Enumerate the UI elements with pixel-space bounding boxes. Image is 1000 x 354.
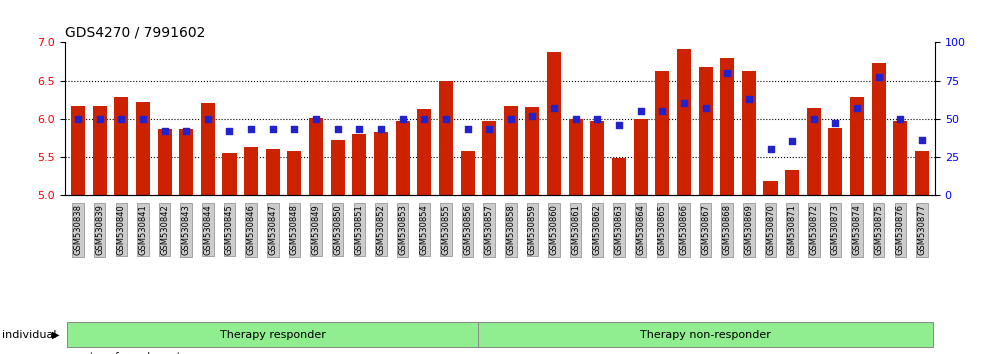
Point bbox=[503, 116, 519, 121]
Bar bbox=[893, 121, 907, 195]
Point bbox=[330, 126, 346, 132]
Point bbox=[741, 96, 757, 102]
Bar bbox=[525, 107, 539, 195]
Text: transformed count: transformed count bbox=[90, 352, 181, 354]
Point bbox=[763, 146, 779, 152]
Bar bbox=[699, 67, 713, 195]
Bar bbox=[807, 108, 821, 195]
Bar bbox=[114, 97, 128, 195]
Bar bbox=[547, 52, 561, 195]
Bar bbox=[872, 63, 886, 195]
Bar bbox=[828, 128, 842, 195]
Bar bbox=[179, 129, 193, 195]
Point bbox=[914, 137, 930, 143]
Bar bbox=[677, 48, 691, 195]
Bar bbox=[374, 132, 388, 195]
Bar bbox=[655, 72, 669, 195]
Point bbox=[395, 116, 411, 121]
Point bbox=[611, 122, 627, 127]
Point bbox=[784, 138, 800, 144]
Point bbox=[221, 128, 237, 133]
Bar bbox=[482, 121, 496, 195]
Point bbox=[676, 101, 692, 106]
Point bbox=[92, 116, 108, 121]
Point bbox=[416, 116, 432, 121]
Bar bbox=[158, 129, 172, 195]
Point bbox=[827, 120, 843, 126]
Bar bbox=[201, 103, 215, 195]
Bar bbox=[396, 121, 410, 195]
Bar bbox=[309, 118, 323, 195]
Bar bbox=[763, 181, 778, 195]
Bar bbox=[785, 170, 799, 195]
Bar bbox=[504, 107, 518, 195]
Point bbox=[546, 105, 562, 111]
Point bbox=[719, 70, 735, 76]
Point bbox=[589, 116, 605, 121]
Point bbox=[200, 116, 216, 121]
Bar bbox=[850, 97, 864, 195]
Bar bbox=[417, 109, 431, 195]
Bar bbox=[569, 119, 583, 195]
Bar bbox=[439, 81, 453, 195]
Point bbox=[351, 126, 367, 132]
Text: ▶: ▶ bbox=[52, 330, 60, 339]
Bar bbox=[93, 107, 107, 195]
Point bbox=[308, 116, 324, 121]
Point bbox=[568, 116, 584, 121]
Point bbox=[524, 113, 540, 118]
Point bbox=[178, 128, 194, 133]
Point bbox=[806, 116, 822, 121]
Bar bbox=[634, 119, 648, 195]
Text: Therapy non-responder: Therapy non-responder bbox=[640, 330, 771, 339]
Point bbox=[157, 128, 173, 133]
Point bbox=[871, 75, 887, 80]
Text: Therapy responder: Therapy responder bbox=[220, 330, 326, 339]
Point bbox=[113, 116, 129, 121]
Bar bbox=[222, 153, 237, 195]
Point bbox=[892, 116, 908, 121]
Point bbox=[265, 126, 281, 132]
Bar bbox=[287, 150, 301, 195]
Bar bbox=[742, 71, 756, 195]
Point bbox=[849, 105, 865, 111]
Point bbox=[373, 126, 389, 132]
Bar bbox=[915, 151, 929, 195]
Point bbox=[460, 126, 476, 132]
Point bbox=[633, 108, 649, 114]
Point bbox=[286, 126, 302, 132]
Bar bbox=[244, 147, 258, 195]
Point bbox=[654, 108, 670, 114]
Point bbox=[243, 126, 259, 132]
Bar bbox=[612, 158, 626, 195]
Bar bbox=[266, 149, 280, 195]
Bar bbox=[590, 121, 604, 195]
Bar bbox=[71, 105, 85, 195]
Point bbox=[438, 116, 454, 121]
Point bbox=[135, 116, 151, 121]
Bar bbox=[352, 134, 366, 195]
Bar bbox=[461, 151, 475, 195]
Text: GDS4270 / 7991602: GDS4270 / 7991602 bbox=[65, 26, 205, 40]
Bar bbox=[720, 58, 734, 195]
Bar bbox=[136, 102, 150, 195]
Point bbox=[698, 105, 714, 111]
Point bbox=[70, 116, 86, 121]
Text: individual: individual bbox=[2, 330, 56, 339]
Bar bbox=[331, 140, 345, 195]
Point bbox=[481, 126, 497, 132]
